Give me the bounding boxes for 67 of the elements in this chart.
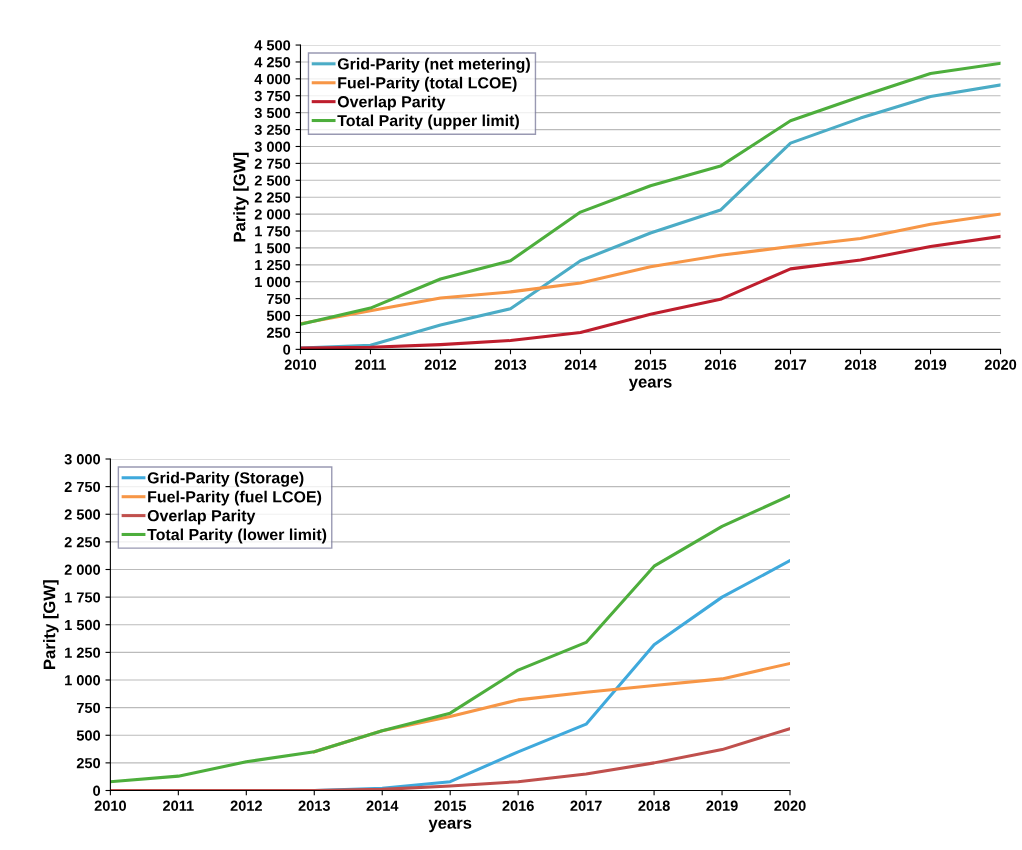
legend-label: Grid-Parity (Storage) [147, 471, 304, 487]
y-tick-label: 2 250 [254, 192, 291, 203]
x-tick-label: 2018 [844, 359, 877, 370]
x-tick-label: 2012 [230, 800, 262, 811]
x-tick-label: 2014 [366, 800, 399, 811]
y-tick-label: 3 750 [254, 90, 291, 102]
y-tick-label: 2 750 [64, 481, 101, 493]
y-tick-label: 1 250 [255, 259, 291, 271]
y-tick-label: 4 500 [254, 40, 291, 51]
y-tick-label: 4 000 [254, 73, 291, 85]
y-tick-label: 2 000 [254, 209, 291, 220]
y-axis-title: Parity [GW] [43, 580, 59, 670]
x-axis-title: years [428, 819, 472, 833]
y-axis-title: Parity [GW] [233, 152, 249, 242]
legend-label: Fuel-Parity (total LCOE) [338, 76, 517, 92]
line-series [300, 212, 1001, 326]
x-tick-label: 2010 [284, 359, 317, 370]
x-tick-label: 2019 [706, 800, 738, 811]
y-tick-label: 500 [76, 730, 101, 741]
x-tick-label: 2020 [774, 800, 806, 811]
legend-label: Fuel-Parity (fuel LCOE) [148, 490, 322, 506]
y-tick-label: 3 000 [64, 454, 101, 465]
y-tick-label: 1 750 [255, 226, 291, 237]
y-tick-label: 3 250 [254, 124, 291, 136]
y-tick-label: 750 [267, 293, 291, 305]
y-tick-label: 2 000 [64, 564, 101, 575]
legend-label: Overlap Parity [337, 95, 446, 111]
x-tick-label: 2018 [638, 800, 670, 811]
y-tick-label: 3 000 [254, 141, 291, 152]
y-tick-label: 1 500 [255, 243, 291, 254]
x-tick-label: 2013 [494, 359, 527, 370]
y-tick-label: 0 [283, 344, 291, 355]
x-tick-label: 2020 [984, 359, 1017, 370]
legend-label: Total Parity (lower limit) [147, 528, 327, 544]
x-tick-label: 2011 [163, 800, 194, 811]
y-tick-label: 1 500 [65, 619, 101, 631]
y-tick-label: 1 000 [255, 276, 291, 288]
y-tick-label: 2 500 [254, 175, 291, 186]
y-tick-label: 750 [76, 702, 101, 714]
y-tick-label: 0 [93, 785, 101, 796]
y-tick-label: 1 750 [65, 592, 101, 603]
y-tick-label: 2 250 [64, 536, 101, 548]
y-tick-label: 500 [266, 310, 291, 321]
y-tick-label: 1 250 [65, 647, 101, 658]
y-tick-label: 3 500 [254, 107, 291, 119]
x-tick-label: 2017 [774, 359, 807, 370]
x-tick-label: 2012 [424, 359, 457, 370]
x-tick-label: 2011 [355, 359, 386, 370]
x-axis-title: years [628, 378, 672, 391]
y-tick-label: 4 250 [254, 57, 291, 68]
y-tick-label: 250 [76, 757, 101, 769]
x-tick-label: 2014 [564, 359, 597, 370]
x-tick-label: 2015 [434, 800, 467, 811]
legend-label: Overlap Parity [147, 509, 256, 525]
y-tick-label: 250 [266, 327, 291, 338]
x-tick-label: 2010 [94, 800, 126, 811]
x-tick-label: 2013 [298, 800, 330, 811]
y-tick-label: 1 000 [65, 675, 101, 686]
x-tick-label: 2015 [634, 359, 667, 370]
legend-label: Grid-Parity (net metering) [337, 57, 530, 73]
y-tick-label: 2 750 [254, 158, 291, 169]
x-tick-label: 2016 [502, 800, 534, 811]
x-tick-label: 2019 [914, 359, 947, 370]
legend-label: Total Parity (upper limit) [337, 114, 519, 130]
x-tick-label: 2017 [570, 800, 602, 811]
x-tick-label: 2016 [704, 359, 737, 370]
y-tick-label: 2 500 [64, 509, 101, 520]
